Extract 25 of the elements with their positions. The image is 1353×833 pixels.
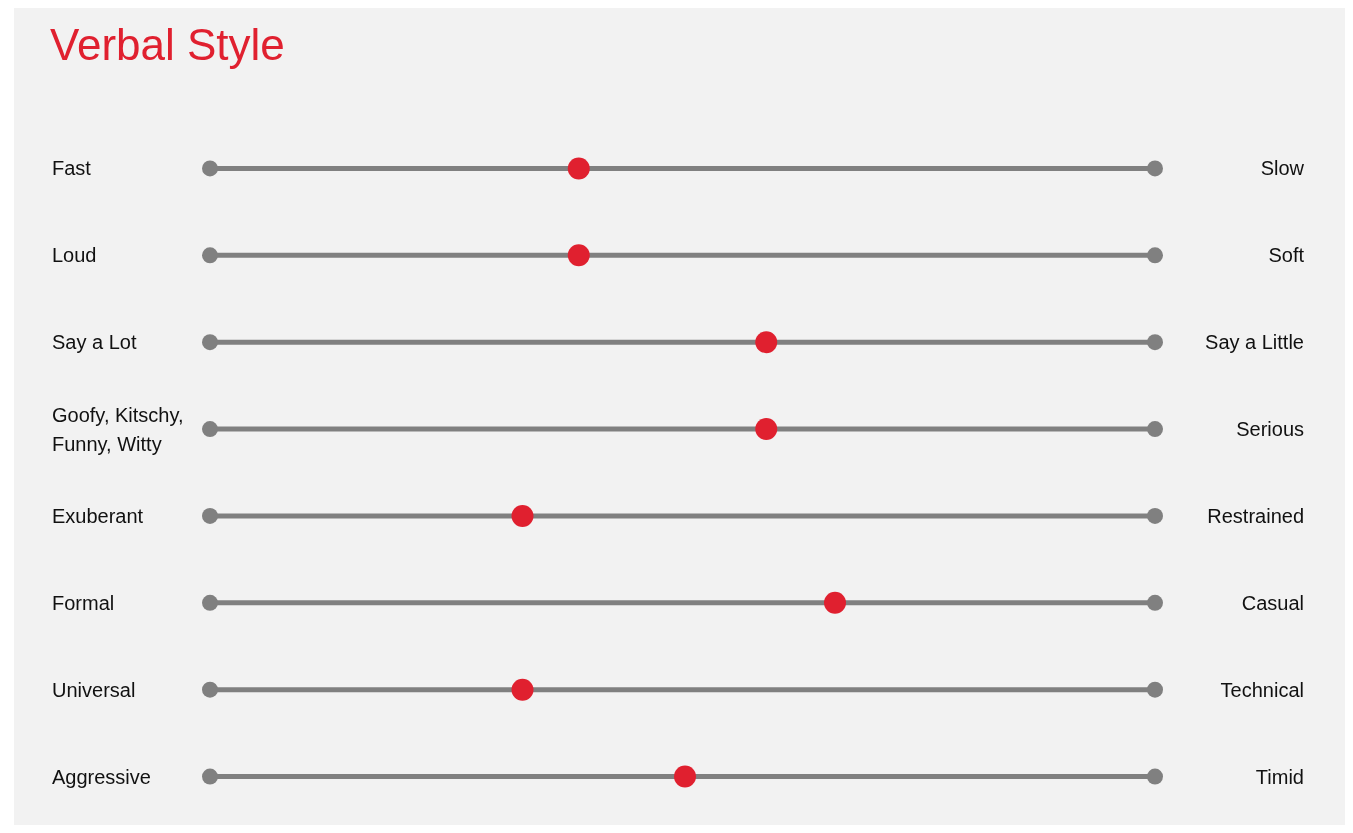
y-tick-label: Loud: [52, 244, 97, 267]
y2-tick-label: Timid: [1255, 765, 1304, 788]
y-tick-label: Exuberant: [52, 504, 144, 527]
chart-title: Verbal Style: [50, 20, 285, 69]
y-tick-label: Aggressive: [52, 765, 151, 788]
y2-tick-label: Soft: [1268, 244, 1305, 267]
point: [567, 244, 590, 267]
point: [511, 504, 534, 527]
y-tick-label: Fast: [52, 157, 92, 180]
y2-tick-label: Say a Little: [1205, 331, 1304, 354]
point: [824, 591, 846, 614]
y-tick-label: Goofy, Kitschy, Funny, Witty: [52, 404, 184, 456]
y2-tick-label: Casual: [1241, 591, 1304, 614]
point: [755, 418, 778, 441]
point: [755, 331, 778, 354]
y2-tick-label: Restrained: [1207, 504, 1304, 527]
y-tick-label: Universal: [52, 678, 136, 701]
y-tick-label: Say a Lot: [52, 331, 137, 354]
point: [567, 157, 590, 180]
y2-tick-label: Serious: [1236, 418, 1304, 441]
y2-tick-label: Technical: [1220, 678, 1304, 701]
y-tick-label: Formal: [52, 591, 115, 614]
point: [674, 765, 696, 788]
y2-tick-label: Slow: [1260, 157, 1305, 180]
point: [511, 678, 534, 701]
